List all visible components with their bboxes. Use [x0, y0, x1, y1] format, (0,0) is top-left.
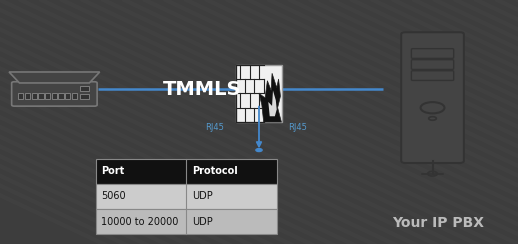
FancyBboxPatch shape [25, 93, 30, 100]
Circle shape [256, 149, 262, 152]
FancyBboxPatch shape [96, 209, 277, 234]
FancyBboxPatch shape [96, 184, 277, 209]
Text: RJ45: RJ45 [289, 123, 307, 132]
Polygon shape [259, 73, 281, 122]
Text: 5060: 5060 [101, 192, 126, 201]
FancyBboxPatch shape [38, 93, 44, 100]
FancyBboxPatch shape [411, 71, 454, 81]
FancyBboxPatch shape [401, 32, 464, 163]
Text: UDP: UDP [192, 192, 212, 201]
FancyBboxPatch shape [45, 93, 50, 100]
FancyBboxPatch shape [11, 82, 97, 106]
FancyBboxPatch shape [72, 93, 77, 100]
FancyBboxPatch shape [411, 60, 454, 69]
FancyBboxPatch shape [80, 94, 89, 100]
Text: 10000 to 20000: 10000 to 20000 [101, 217, 178, 227]
Text: Protocol: Protocol [192, 166, 237, 176]
Polygon shape [9, 72, 99, 83]
FancyBboxPatch shape [18, 93, 23, 100]
FancyBboxPatch shape [59, 93, 64, 100]
FancyBboxPatch shape [65, 93, 70, 100]
Text: RJ45: RJ45 [206, 123, 224, 132]
FancyBboxPatch shape [80, 86, 89, 91]
Text: TMMLS: TMMLS [163, 80, 242, 99]
Text: Port: Port [101, 166, 124, 176]
FancyBboxPatch shape [96, 159, 277, 184]
FancyBboxPatch shape [236, 65, 282, 122]
Text: UDP: UDP [192, 217, 212, 227]
Polygon shape [268, 91, 277, 116]
FancyBboxPatch shape [32, 93, 37, 100]
FancyBboxPatch shape [411, 49, 454, 58]
Text: Your IP PBX: Your IP PBX [392, 216, 484, 230]
FancyBboxPatch shape [52, 93, 57, 100]
